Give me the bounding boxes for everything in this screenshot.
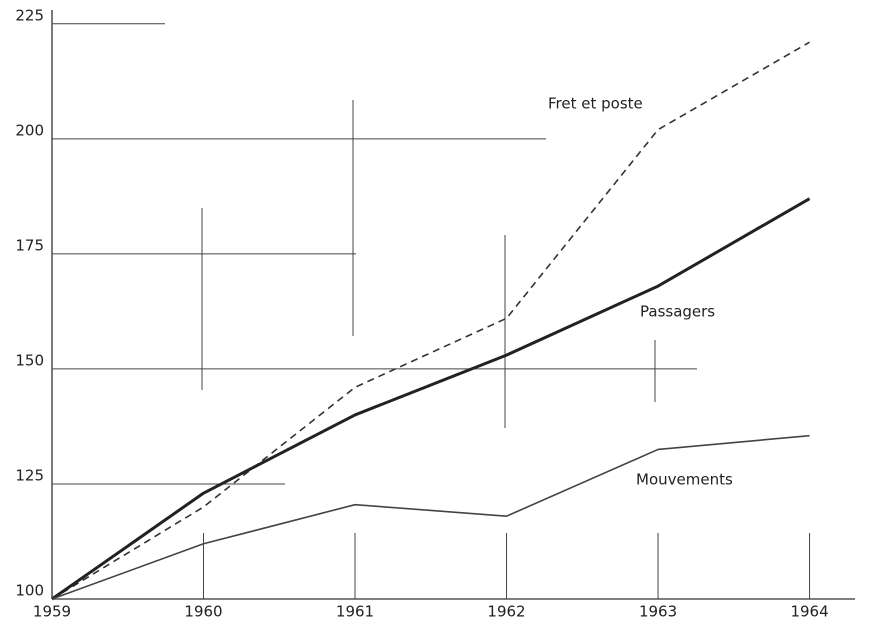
y-tick-label: 175 <box>15 236 44 254</box>
series-line <box>51 434 810 600</box>
x-tick-label: 1961 <box>336 603 374 621</box>
x-tick-label: 1959 <box>33 603 71 621</box>
series-label: Fret et poste <box>548 95 643 113</box>
decoration <box>201 100 656 428</box>
series-line <box>51 197 811 601</box>
series-label: Mouvements <box>636 471 733 489</box>
y-tick-label: 200 <box>15 121 44 139</box>
x-tick-label: 1962 <box>487 603 525 621</box>
series-line <box>51 41 810 600</box>
y-tick-label: 225 <box>15 6 44 24</box>
y-tick-label: 150 <box>15 351 44 369</box>
y-tick-label: 100 <box>15 582 44 600</box>
x-tick-label: 1964 <box>790 603 828 621</box>
x-tick-label: 1960 <box>184 603 222 621</box>
series-label: Passagers <box>640 303 715 321</box>
x-tick-label: 1963 <box>639 603 677 621</box>
y-tick-label: 125 <box>15 466 44 484</box>
